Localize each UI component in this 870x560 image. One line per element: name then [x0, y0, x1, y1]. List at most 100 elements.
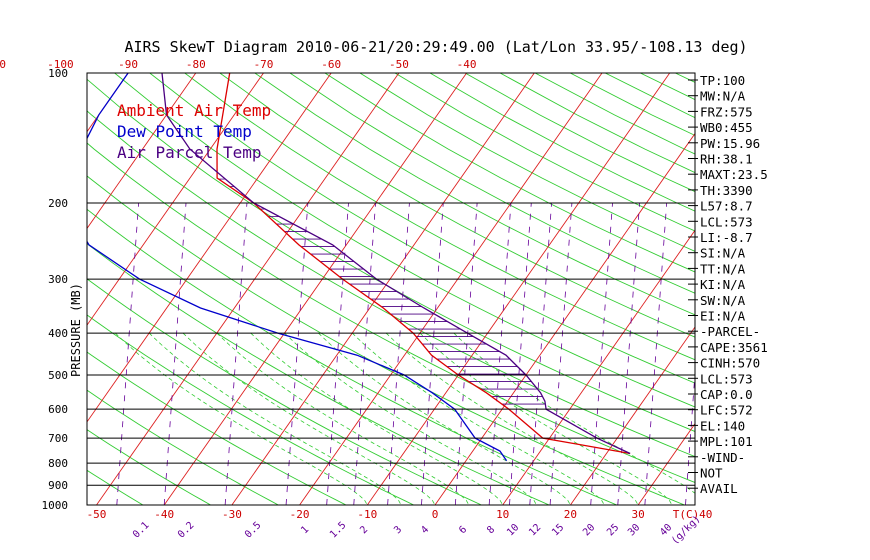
side-stat: MAXT:23.5: [700, 167, 768, 182]
mixing-ratio-label: 20: [581, 522, 597, 538]
mixing-ratio-line: [224, 203, 248, 505]
dry-adiabat: [87, 278, 482, 505]
dry-adiabat: [87, 469, 144, 505]
mixing-ratio-label: 1: [299, 524, 311, 536]
side-stat: WB0:455: [700, 120, 753, 135]
side-stat: L57:8.7: [700, 199, 753, 214]
dry-adiabat: [87, 314, 414, 505]
x-tick-label: -50: [87, 508, 107, 521]
isotherm: [231, 73, 535, 505]
side-stat: TT:N/A: [700, 261, 746, 276]
legend-entry: Air Parcel Temp: [117, 143, 262, 162]
isotherm: [366, 73, 671, 505]
mixing-ratio-line: [116, 203, 140, 505]
isotherm: [637, 422, 695, 505]
isotherm: [841, 73, 870, 505]
mixing-ratio-line: [326, 203, 349, 505]
mixing-ratio-label: 8: [485, 524, 497, 536]
side-stat: PW:15.96: [700, 136, 760, 151]
mixing-ratio-label: 30: [626, 522, 642, 538]
side-stat: MW:N/A: [700, 89, 746, 104]
isotherm: [502, 229, 695, 505]
mixing-ratio-label: 1.5: [328, 520, 349, 541]
mixing-ratio-label: 25: [605, 522, 621, 538]
dry-adiabat: [780, 73, 870, 505]
mixing-ratio-label: 3: [392, 524, 404, 536]
y-axis-label: PRESSURE (MB): [69, 283, 83, 377]
mixing-ratio-label: 12: [527, 522, 543, 538]
dry-adiabat: [87, 429, 211, 505]
isotherm: [570, 326, 695, 505]
side-stat: AVAIL: [700, 481, 738, 496]
side-stat: SW:N/A: [700, 293, 746, 308]
top-tick-label: -40: [457, 58, 477, 71]
isotherm: [774, 73, 870, 505]
dry-adiabat: [87, 351, 347, 505]
dry-adiabat: [394, 73, 695, 232]
isotherm: [434, 132, 695, 505]
side-stat: TP:100: [700, 73, 745, 88]
mixing-ratio-line: [549, 203, 573, 505]
top-tick-label: -60: [321, 58, 341, 71]
moist-adiabat: [385, 332, 639, 505]
mixing-ratio-label: 0.5: [243, 520, 264, 541]
legend-entry: Ambient Air Temp: [117, 101, 271, 120]
isotherm: [87, 73, 264, 326]
mixing-ratio-line: [509, 203, 532, 505]
side-stat: EL:140: [700, 418, 745, 433]
side-stat: CAP:0.0: [700, 387, 753, 402]
top-tick-label: -110: [0, 58, 6, 71]
mixing-ratio-label: 6: [457, 524, 469, 536]
mixing-ratio-line: [454, 203, 478, 505]
mixing-ratio-label: 15: [550, 522, 566, 538]
mixing-ratio-line: [488, 203, 512, 505]
y-tick-label: 300: [48, 273, 68, 286]
plot-frame: [86, 72, 696, 506]
mixing-ratio-label: 0.2: [176, 520, 197, 541]
side-stat: LI:-8.7: [700, 230, 753, 245]
x-tick-label: -20: [290, 508, 310, 521]
y-tick-label: 900: [48, 479, 68, 492]
dry-adiabat: [87, 78, 695, 432]
top-tick-label: -50: [389, 58, 409, 71]
moist-adiabat: [115, 332, 368, 505]
dry-adiabat: [745, 73, 870, 505]
dry-adiabat: [289, 73, 695, 294]
mixing-ratio-line: [644, 203, 668, 505]
top-tick-label: -70: [254, 58, 274, 71]
isotherm: [299, 73, 603, 505]
dry-adiabat: [87, 142, 695, 483]
mixing-ratio-line: [285, 203, 309, 505]
chart-title: AIRS SkewT Diagram 2010-06-21/20:29:49.0…: [124, 38, 747, 56]
dry-adiabat: [464, 73, 695, 193]
side-stat: CINH:570: [700, 356, 760, 371]
y-tick-label: 600: [48, 403, 68, 416]
dry-adiabat: [219, 73, 695, 338]
dry-adiabat: [149, 73, 695, 384]
mixing-ratio-label: 10: [505, 522, 521, 538]
dry-adiabat: [184, 73, 695, 361]
dry-adiabat: [114, 73, 695, 408]
x-tick-label: T(C): [673, 508, 700, 521]
mixing-ratio-line: [617, 203, 640, 505]
dry-adiabat: [324, 73, 695, 273]
side-stat: FRZ:575: [700, 104, 753, 119]
top-tick-label: -90: [118, 58, 138, 71]
moist-adiabat: [216, 332, 470, 505]
y-tick-label: 1000: [42, 499, 69, 512]
dry-adiabat: [816, 73, 870, 505]
x-tick-label: 40: [699, 508, 712, 521]
side-stat: SI:N/A: [700, 246, 746, 261]
y-tick-label: 700: [48, 432, 68, 445]
x-tick-label: 20: [564, 508, 577, 521]
side-stat: LCL:573: [700, 371, 753, 386]
x-tick-label: -40: [154, 508, 174, 521]
mixing-ratio-line: [387, 203, 410, 505]
side-stat: CAPE:3561: [700, 340, 768, 355]
top-tick-label: -100: [47, 58, 74, 71]
dry-adiabat: [851, 73, 870, 505]
dry-adiabat: [0, 73, 8, 505]
y-tick-label: 400: [48, 327, 68, 340]
mixing-ratio-line: [590, 203, 613, 505]
